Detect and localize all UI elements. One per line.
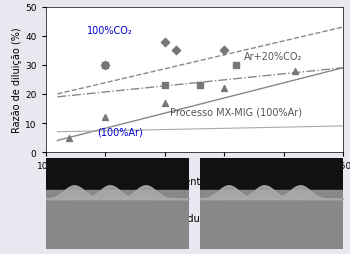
Bar — [200, 158, 343, 190]
Bar — [200, 190, 343, 249]
Point — [221, 87, 227, 91]
Point — [102, 116, 108, 120]
Y-axis label: Razão de diluição (%): Razão de diluição (%) — [12, 27, 22, 133]
Text: Processo MX-MIG (100%Ar): Processo MX-MIG (100%Ar) — [170, 107, 302, 117]
Point — [233, 64, 239, 68]
Point — [162, 84, 167, 88]
Point — [293, 69, 298, 73]
Point — [66, 136, 72, 140]
Text: 100%CO₂: 100%CO₂ — [87, 26, 133, 36]
X-axis label: Corrente (A): Corrente (A) — [164, 176, 224, 186]
Text: (100%Ar): (100%Ar) — [97, 127, 142, 137]
Point — [162, 101, 167, 105]
Point — [174, 49, 179, 53]
Point — [102, 64, 108, 68]
Point — [221, 49, 227, 53]
Point — [162, 40, 167, 44]
Bar — [46, 158, 189, 190]
Text: (a) Corrente de soldadura e razão de diluição: (a) Corrente de soldadura e razão de dil… — [84, 213, 305, 223]
Point — [102, 64, 108, 68]
Point — [197, 84, 203, 88]
Bar — [46, 190, 189, 249]
Text: Ar+20%CO₂: Ar+20%CO₂ — [244, 52, 303, 62]
